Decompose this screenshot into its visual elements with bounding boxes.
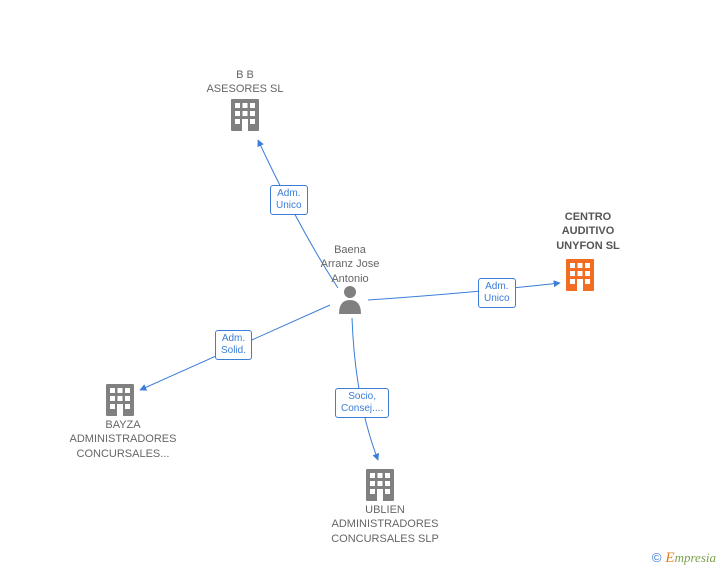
building-icon-bayza[interactable] (106, 384, 134, 416)
edge-center-centro (368, 283, 560, 300)
edge-label-center-centro: Adm. Unico (478, 278, 516, 308)
brand-first-letter: E (665, 550, 674, 566)
edge-label-center-bb: Adm. Unico (270, 185, 308, 215)
node-label-centro: CENTRO AUDITIVO UNYFON SL (543, 210, 633, 253)
building-icon-ublien[interactable] (366, 469, 394, 501)
copyright-symbol: © (652, 550, 662, 565)
edge-label-center-ublien: Socio, Consej.... (335, 388, 389, 418)
diagram-canvas (0, 0, 728, 575)
node-label-bayza: BAYZA ADMINISTRADORES CONCURSALES... (58, 418, 188, 461)
building-icon-bb[interactable] (231, 99, 259, 131)
node-label-ublien: UBLIEN ADMINISTRADORES CONCURSALES SLP (320, 503, 450, 546)
person-icon-center[interactable] (339, 286, 361, 314)
footer-branding: ©Empresia (652, 550, 716, 567)
node-label-center: Baena Arranz Jose Antonio (310, 243, 390, 286)
edge-label-center-bayza: Adm. Solid. (215, 330, 252, 360)
brand-rest: mpresia (675, 550, 716, 565)
building-icon-centro[interactable] (566, 259, 594, 291)
node-label-bb: B B ASESORES SL (198, 68, 292, 97)
